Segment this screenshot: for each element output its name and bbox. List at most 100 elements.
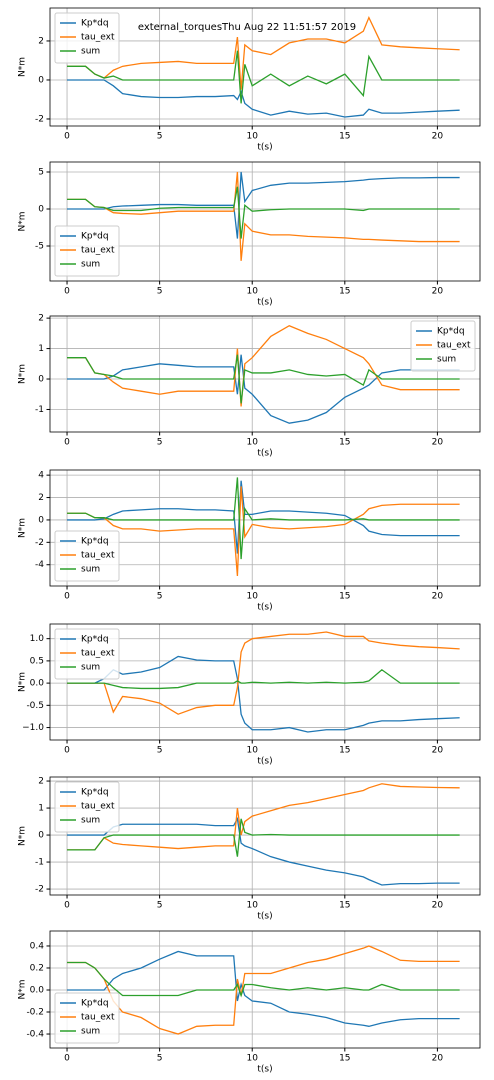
x-axis-label: t(s) [257, 1065, 272, 1075]
legend-label: Kp*dq [81, 999, 109, 1009]
y-tick-label: 4 [38, 471, 44, 481]
subplot: 0 5 10 15 20 −1.0 -0.5 0.0 0.5 1.0 t(s) N*m Kp*dq tau… [18, 623, 481, 767]
x-axis-label: t(s) [257, 298, 272, 308]
axes-frame [49, 469, 481, 587]
y-tick-label: 2 [38, 314, 44, 324]
legend-label: sum [81, 565, 100, 575]
series-line [67, 354, 460, 404]
y-tick-label: -2 [35, 885, 44, 895]
legend-label: Kp*dq [81, 635, 109, 645]
legend-label: sum [81, 816, 100, 826]
x-tick-label: 15 [339, 592, 350, 602]
axes-frame [49, 930, 481, 1049]
legend-label: Kp*dq [81, 788, 109, 798]
series-line [67, 50, 460, 104]
x-tick-label: 5 [157, 746, 163, 756]
legend-label: tau_ext [81, 649, 115, 659]
series-line [67, 783, 460, 851]
subplot: 0 5 10 15 20 -2 0 2 t(s) N*m external_torquesThu A… [18, 7, 481, 153]
y-tick-label: 0.2 [30, 963, 44, 973]
series-line [67, 818, 460, 857]
x-tick-label: 0 [64, 287, 70, 297]
axes-frame [49, 7, 481, 127]
legend-label: sum [437, 355, 456, 365]
legend-label: Kp*dq [81, 537, 109, 547]
y-axis-label: N*m [18, 980, 28, 1000]
y-tick-label: 1 [38, 804, 44, 814]
x-tick-label: 0 [64, 132, 70, 142]
x-tick-label: 20 [432, 746, 444, 756]
y-axis-label: N*m [18, 672, 28, 692]
legend-label: sum [81, 47, 100, 57]
x-tick-label: 5 [157, 132, 163, 142]
axes-frame [49, 776, 481, 896]
series-line [67, 950, 460, 1027]
y-tick-label: 0.4 [30, 941, 45, 951]
series-line [67, 15, 460, 90]
x-tick-label: 20 [432, 438, 444, 448]
x-tick-label: 15 [339, 1054, 350, 1064]
x-tick-label: 5 [157, 287, 163, 297]
series-line [67, 486, 460, 576]
y-tick-label: -4 [35, 560, 44, 570]
y-tick-label: 0 [38, 515, 44, 525]
y-tick-label: -2 [35, 538, 44, 548]
legend-label: sum [81, 1027, 100, 1037]
legend-label: Kp*dq [81, 232, 109, 242]
y-axis-label: N*m [18, 57, 28, 77]
x-axis-label: t(s) [257, 449, 272, 459]
x-tick-label: 15 [339, 746, 350, 756]
y-tick-label: -0.4 [26, 1030, 44, 1040]
y-tick-label: 2 [38, 493, 44, 503]
axes-frame [49, 161, 481, 282]
x-tick-label: 20 [432, 132, 444, 142]
x-tick-label: 15 [339, 438, 350, 448]
x-tick-label: 5 [157, 901, 163, 911]
axes-frame [49, 623, 481, 741]
legend-label: tau_ext [81, 1013, 115, 1023]
x-tick-label: 10 [246, 592, 258, 602]
x-tick-label: 15 [339, 132, 350, 142]
y-tick-label: 5 [38, 167, 44, 177]
x-tick-label: 0 [64, 438, 70, 448]
x-axis-label: t(s) [257, 143, 272, 153]
y-tick-label: 1.0 [30, 634, 45, 644]
y-tick-label: 0.0 [30, 985, 45, 995]
y-tick-label: 0.0 [30, 679, 45, 689]
series-line [67, 480, 460, 554]
legend-label: sum [81, 663, 100, 673]
y-tick-label: -0.5 [26, 701, 44, 711]
x-tick-label: 10 [246, 287, 258, 297]
series-line [67, 354, 460, 424]
legend-label: sum [81, 260, 100, 270]
series-line [67, 631, 460, 715]
x-tick-label: 10 [246, 1054, 258, 1064]
y-tick-label: -5 [35, 241, 44, 251]
x-tick-label: 20 [432, 1054, 444, 1064]
y-tick-label: −1.0 [22, 723, 44, 733]
x-tick-label: 0 [64, 592, 70, 602]
y-tick-label: -0.2 [26, 1008, 44, 1018]
x-axis-label: t(s) [257, 603, 272, 613]
x-tick-label: 15 [339, 901, 350, 911]
subplot: 0 5 10 15 20 -0.4 -0.2 0.0 0.2 0.4 t(s) N*m Kp*dq tau… [18, 930, 481, 1075]
x-tick-label: 10 [246, 132, 258, 142]
y-tick-label: -1 [35, 405, 44, 415]
y-axis-label: N*m [18, 364, 28, 384]
y-tick-label: 0 [38, 204, 44, 214]
y-tick-label: 2 [38, 36, 44, 46]
legend-label: tau_ext [437, 341, 471, 351]
x-tick-label: 10 [246, 901, 258, 911]
x-tick-label: 0 [64, 746, 70, 756]
chart-title: external_torquesThu Aug 22 11:51:57 2019 [138, 22, 356, 33]
